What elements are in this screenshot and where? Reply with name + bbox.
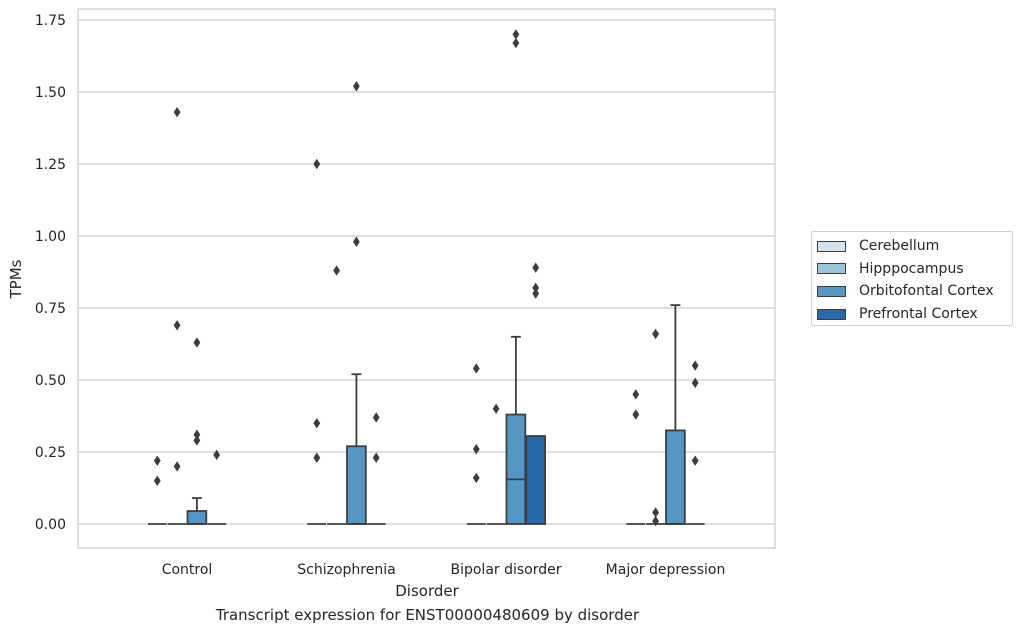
- legend-swatch: [817, 263, 846, 275]
- legend-label: Cerebellum: [859, 238, 940, 255]
- outlier-point: [691, 377, 699, 389]
- outlier-point: [532, 262, 540, 273]
- outlier-point: [532, 282, 540, 294]
- box-body: [346, 445, 367, 525]
- y-axis-label: TPMs: [7, 259, 25, 299]
- x-tick-labels: Control Schizophrenia Bipolar disorder Majo…: [162, 562, 726, 578]
- outlier-point: [193, 435, 201, 446]
- x-tick-label: Control: [162, 562, 213, 578]
- outlier-point: [313, 418, 321, 429]
- outlier-point: [372, 452, 380, 463]
- box-body: [186, 510, 208, 525]
- y-tick-label: 1.50: [35, 85, 66, 101]
- outlier-point: [492, 403, 500, 414]
- outlier-point: [353, 236, 360, 247]
- y-tick-label: 0.50: [35, 373, 66, 389]
- legend-swatch: [817, 240, 846, 252]
- outlier-point: [213, 449, 221, 461]
- legend-item: Prefrontal Cortex: [817, 303, 1012, 326]
- x-tick-label: Major depression: [606, 562, 726, 578]
- x-tick-label: Schizophrenia: [297, 562, 395, 578]
- outlier-point: [193, 429, 201, 440]
- outlier-point: [153, 475, 161, 486]
- outlier-point: [313, 452, 321, 463]
- outlier-point: [691, 455, 699, 466]
- outlier-point: [333, 265, 340, 276]
- outlier-point: [652, 515, 659, 527]
- outlier-point: [193, 337, 201, 348]
- box-orbitofontal-cortex: [505, 335, 527, 525]
- legend-swatch: [817, 285, 846, 297]
- box-orbitofontal-cortex: [665, 304, 686, 525]
- x-tick-label: Bipolar disorder: [450, 562, 561, 578]
- outlier-point: [153, 455, 161, 466]
- outlier-point: [472, 363, 480, 374]
- outlier-point: [632, 389, 640, 400]
- outlier-point: [173, 461, 181, 472]
- outliers: [153, 29, 699, 527]
- x-axis-label: Disorder: [395, 582, 459, 600]
- box-body: [665, 429, 686, 525]
- legend: Cerebellum Hipppocampus Orbitofontal Corte…: [811, 231, 1013, 326]
- outlier-point: [691, 360, 699, 371]
- legend-label: Hipppocampus: [859, 260, 964, 277]
- outlier-point: [472, 443, 480, 455]
- y-tick-label: 0.25: [35, 445, 66, 461]
- chart-caption: Transcript expression for ENST0000048060…: [215, 606, 640, 624]
- y-tick-labels: 0.00 0.25 0.50 0.75 1.00 1.25 1.50 1.75: [35, 13, 66, 533]
- legend-swatch: [817, 308, 846, 320]
- y-tick-label: 1.75: [35, 13, 66, 29]
- outlier-point: [632, 409, 640, 420]
- boxes: [147, 304, 705, 525]
- y-tick-label: 1.25: [35, 157, 66, 173]
- box-prefrontal-cortex: [525, 435, 546, 525]
- outlier-point: [472, 472, 480, 484]
- box-orbitofontal-cortex: [186, 497, 208, 525]
- plot-frame: [77, 8, 776, 549]
- box-orbitofontal-cortex: [346, 373, 367, 525]
- outlier-point: [173, 106, 181, 118]
- legend-item: Cerebellum: [817, 235, 1012, 258]
- legend-item: Orbitofontal Cortex: [817, 280, 1012, 303]
- box-body: [505, 413, 527, 525]
- legend-item: Hipppocampus: [817, 258, 1012, 281]
- outlier-point: [532, 288, 540, 299]
- outlier-point: [652, 507, 659, 518]
- legend-label: Prefrontal Cortex: [859, 306, 978, 323]
- outlier-point: [173, 320, 181, 331]
- outlier-point: [512, 29, 520, 40]
- outlier-point: [652, 328, 659, 340]
- box-body: [525, 435, 546, 525]
- outlier-point: [512, 37, 520, 49]
- y-tick-label: 0.75: [35, 301, 66, 317]
- y-tick-label: 0.00: [35, 517, 66, 533]
- outlier-point: [372, 412, 380, 423]
- y-tick-label: 1.00: [35, 229, 66, 245]
- outlier-point: [353, 81, 360, 92]
- outlier-point: [313, 158, 321, 170]
- gridlines: [78, 19, 775, 525]
- legend-label: Orbitofontal Cortex: [859, 283, 994, 300]
